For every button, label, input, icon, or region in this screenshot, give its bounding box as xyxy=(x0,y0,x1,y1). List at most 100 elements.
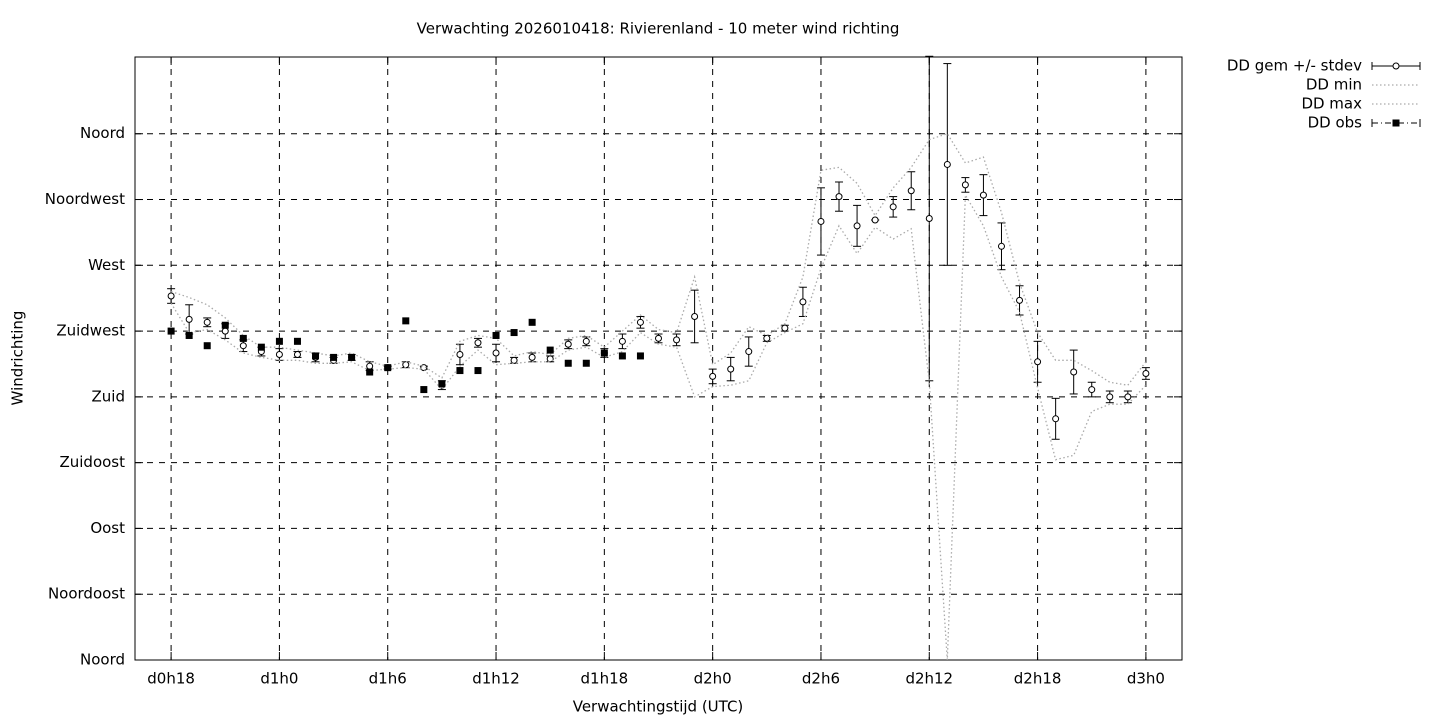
mean-point xyxy=(673,336,681,344)
mean-point xyxy=(961,181,969,189)
x-tick-label: d2h0 xyxy=(694,670,732,688)
mean-point xyxy=(997,242,1005,250)
legend-label: DD gem +/- stdev xyxy=(1227,57,1362,75)
obs-point xyxy=(474,367,482,375)
obs-point xyxy=(366,368,374,376)
obs-point xyxy=(293,337,301,345)
obs-point xyxy=(185,331,193,339)
obs-point xyxy=(528,318,536,326)
obs-point xyxy=(564,359,572,367)
obs-point xyxy=(492,331,500,339)
obs-point xyxy=(636,352,644,360)
obs-point xyxy=(546,346,554,354)
mean-point xyxy=(366,362,374,370)
y-axis-label: Windrichting xyxy=(9,311,27,406)
obs-point xyxy=(420,386,428,394)
y-tick-label: Noord xyxy=(80,651,125,669)
mean-point xyxy=(510,356,518,364)
y-tick-label: Zuid xyxy=(92,387,125,405)
mean-point xyxy=(1034,358,1042,366)
mean-point xyxy=(1142,369,1150,377)
mean-point xyxy=(943,160,951,168)
mean-point xyxy=(402,361,410,369)
obs-point xyxy=(618,352,626,360)
obs-point xyxy=(348,353,356,361)
mean-point xyxy=(799,298,807,306)
mean-point xyxy=(167,292,175,300)
y-tick-label: Noordwest xyxy=(45,190,125,208)
obs-point xyxy=(203,342,211,350)
mean-point xyxy=(456,350,464,358)
x-tick-label: d2h18 xyxy=(1014,670,1062,688)
obs-point xyxy=(167,327,175,335)
mean-point xyxy=(907,187,915,195)
mean-point xyxy=(781,324,789,332)
x-tick-label: d3h0 xyxy=(1127,670,1165,688)
x-tick-label: d1h12 xyxy=(472,670,520,688)
mean-point xyxy=(889,203,897,211)
x-tick-label: d0h18 xyxy=(147,670,195,688)
mean-point xyxy=(1124,393,1132,401)
mean-point xyxy=(925,215,933,223)
y-tick-label: Zuidoost xyxy=(59,453,125,471)
obs-point xyxy=(456,367,464,375)
obs-point xyxy=(582,359,590,367)
mean-point xyxy=(1088,386,1096,394)
legend-label: DD obs xyxy=(1308,114,1363,132)
obs-point xyxy=(438,380,446,388)
obs-point xyxy=(600,349,608,357)
obs-point xyxy=(510,329,518,337)
x-tick-label: d1h6 xyxy=(369,670,407,688)
mean-point xyxy=(1106,393,1114,401)
chart-title: Verwachting 2026010418: Rivierenland - 1… xyxy=(417,20,900,38)
y-tick-label: Noord xyxy=(80,124,125,142)
mean-point xyxy=(474,339,482,347)
obs-point xyxy=(275,337,283,345)
x-tick-label: d2h12 xyxy=(905,670,953,688)
legend-sample xyxy=(1392,119,1400,127)
mean-point xyxy=(185,315,193,323)
mean-point xyxy=(655,334,662,342)
mean-point xyxy=(727,365,735,373)
mean-point xyxy=(239,342,247,350)
mean-point xyxy=(528,353,536,361)
mean-point xyxy=(582,337,590,345)
mean-point xyxy=(745,348,753,356)
obs-point xyxy=(402,317,410,325)
mean-point xyxy=(835,193,843,201)
legend-label: DD min xyxy=(1306,76,1362,94)
mean-point xyxy=(275,350,283,358)
mean-point xyxy=(871,216,879,224)
mean-point xyxy=(618,337,626,345)
range-line xyxy=(170,192,1147,661)
legend-sample xyxy=(1392,62,1400,70)
x-tick-label: d2h6 xyxy=(802,670,840,688)
y-tick-label: Noordoost xyxy=(48,585,125,603)
plot-border xyxy=(134,56,1183,661)
mean-point xyxy=(763,334,771,342)
mean-point xyxy=(853,222,861,230)
mean-point xyxy=(293,350,301,358)
mean-point xyxy=(979,191,987,199)
obs-point xyxy=(257,343,265,351)
mean-point xyxy=(492,349,500,357)
x-tick-label: d1h0 xyxy=(260,670,298,688)
x-tick-label: d1h18 xyxy=(581,670,629,688)
obs-point xyxy=(312,352,320,360)
x-axis-label: Verwachtingstijd (UTC) xyxy=(573,698,744,716)
y-tick-label: Oost xyxy=(90,519,125,537)
obs-point xyxy=(330,353,338,361)
mean-point xyxy=(564,340,572,348)
mean-point xyxy=(1070,368,1078,376)
legend-label: DD max xyxy=(1301,95,1362,113)
y-tick-label: Zuidwest xyxy=(56,322,125,340)
obs-point xyxy=(239,334,247,342)
mean-point xyxy=(203,318,211,326)
mean-point xyxy=(221,327,229,335)
mean-point xyxy=(817,217,825,225)
mean-point xyxy=(709,372,717,380)
obs-point xyxy=(384,364,392,372)
mean-point xyxy=(1052,415,1060,423)
